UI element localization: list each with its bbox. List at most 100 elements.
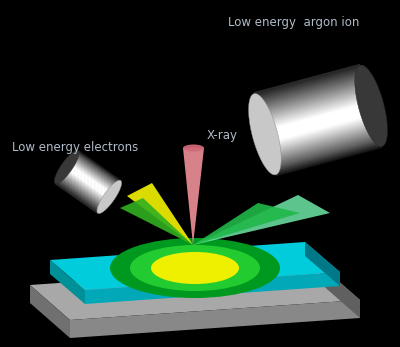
- Polygon shape: [254, 64, 361, 95]
- Polygon shape: [62, 172, 106, 203]
- Polygon shape: [183, 148, 204, 245]
- Polygon shape: [271, 128, 378, 160]
- Polygon shape: [254, 65, 361, 97]
- Polygon shape: [66, 168, 109, 198]
- Polygon shape: [70, 161, 114, 192]
- Polygon shape: [68, 164, 111, 195]
- Polygon shape: [127, 183, 193, 245]
- Polygon shape: [66, 166, 110, 197]
- Polygon shape: [258, 80, 365, 112]
- Polygon shape: [76, 152, 120, 183]
- Polygon shape: [255, 69, 362, 100]
- Polygon shape: [54, 150, 79, 184]
- Polygon shape: [58, 178, 102, 209]
- Text: Low energy electrons: Low energy electrons: [12, 141, 138, 153]
- Polygon shape: [56, 181, 100, 212]
- Polygon shape: [60, 176, 103, 207]
- Polygon shape: [255, 70, 362, 102]
- Polygon shape: [263, 99, 370, 130]
- Polygon shape: [261, 92, 368, 123]
- Polygon shape: [74, 155, 118, 186]
- Polygon shape: [75, 154, 118, 185]
- Polygon shape: [73, 157, 116, 188]
- Polygon shape: [320, 265, 360, 318]
- Polygon shape: [268, 117, 375, 148]
- Polygon shape: [269, 120, 376, 151]
- Ellipse shape: [110, 238, 280, 298]
- Polygon shape: [56, 181, 99, 213]
- Polygon shape: [262, 97, 370, 128]
- Polygon shape: [260, 88, 367, 120]
- Polygon shape: [271, 130, 378, 161]
- Polygon shape: [120, 198, 193, 245]
- Polygon shape: [262, 95, 369, 127]
- Polygon shape: [355, 65, 388, 146]
- Polygon shape: [261, 90, 368, 121]
- Polygon shape: [50, 260, 85, 304]
- Polygon shape: [68, 165, 111, 196]
- Polygon shape: [58, 178, 102, 209]
- Text: X-ray: X-ray: [207, 128, 238, 142]
- Polygon shape: [263, 100, 370, 132]
- Polygon shape: [30, 265, 360, 320]
- Polygon shape: [73, 158, 116, 188]
- Polygon shape: [64, 170, 107, 201]
- Polygon shape: [71, 160, 115, 191]
- Polygon shape: [71, 160, 114, 191]
- Polygon shape: [268, 118, 375, 150]
- Polygon shape: [85, 272, 340, 304]
- Polygon shape: [97, 180, 122, 214]
- Polygon shape: [193, 195, 330, 245]
- Polygon shape: [269, 122, 376, 153]
- Polygon shape: [266, 112, 374, 143]
- Polygon shape: [30, 285, 70, 338]
- Polygon shape: [275, 145, 382, 176]
- Polygon shape: [72, 158, 116, 189]
- Polygon shape: [69, 162, 113, 193]
- Polygon shape: [275, 143, 382, 175]
- Polygon shape: [266, 109, 373, 140]
- Polygon shape: [62, 173, 105, 204]
- Polygon shape: [58, 179, 101, 210]
- Ellipse shape: [151, 252, 239, 284]
- Polygon shape: [270, 127, 378, 158]
- Polygon shape: [77, 151, 121, 182]
- Polygon shape: [60, 176, 103, 206]
- Polygon shape: [50, 242, 340, 290]
- Polygon shape: [256, 72, 363, 103]
- Polygon shape: [267, 113, 374, 145]
- Polygon shape: [265, 105, 372, 136]
- Polygon shape: [68, 163, 112, 195]
- Polygon shape: [57, 179, 100, 211]
- Polygon shape: [59, 177, 102, 208]
- Polygon shape: [64, 169, 108, 201]
- Polygon shape: [248, 94, 281, 175]
- Polygon shape: [78, 150, 121, 181]
- Polygon shape: [60, 175, 104, 206]
- Polygon shape: [305, 242, 340, 286]
- Polygon shape: [55, 183, 98, 214]
- Polygon shape: [258, 79, 365, 110]
- Ellipse shape: [183, 144, 204, 152]
- Polygon shape: [270, 125, 377, 156]
- Polygon shape: [65, 168, 108, 199]
- Polygon shape: [76, 153, 119, 185]
- Polygon shape: [77, 151, 120, 183]
- Polygon shape: [69, 163, 112, 194]
- Polygon shape: [274, 138, 381, 170]
- Polygon shape: [260, 87, 367, 118]
- Polygon shape: [70, 300, 360, 338]
- Polygon shape: [258, 82, 366, 113]
- Polygon shape: [256, 74, 363, 105]
- Polygon shape: [74, 156, 117, 187]
- Polygon shape: [254, 67, 362, 99]
- Polygon shape: [267, 115, 374, 146]
- Polygon shape: [63, 171, 107, 202]
- Polygon shape: [193, 203, 300, 245]
- Polygon shape: [74, 155, 118, 186]
- Polygon shape: [273, 135, 380, 166]
- Polygon shape: [274, 140, 381, 171]
- Polygon shape: [265, 107, 372, 138]
- Polygon shape: [264, 102, 371, 133]
- Polygon shape: [257, 77, 364, 108]
